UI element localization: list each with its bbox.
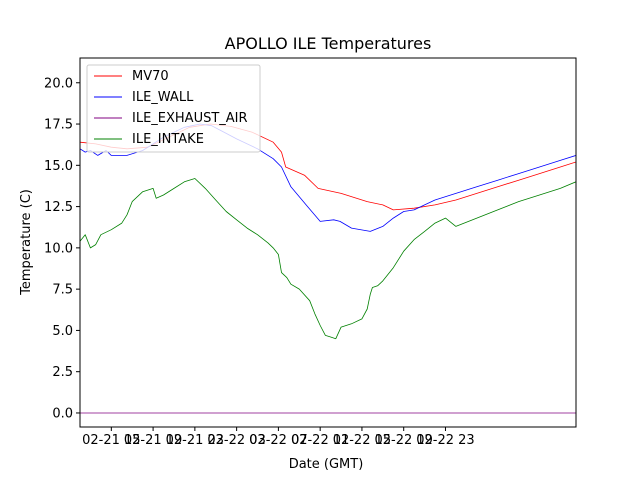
x-tick-label: 02-21 19 [124, 433, 182, 448]
y-tick-label: 17.5 [44, 118, 73, 133]
y-tick-label: 5.0 [52, 324, 73, 339]
plot-frame [79, 57, 577, 428]
legend-label-mv70: MV70 [132, 69, 169, 84]
chart-title: APOLLO ILE Temperatures [225, 34, 432, 53]
x-tick-label: 02-21 15 [82, 433, 140, 448]
series-line-ile-intake [80, 178, 576, 340]
y-tick-label: 7.5 [52, 283, 73, 298]
y-tick-label: 15.0 [44, 159, 73, 174]
y-axis-title: Temperature (C) [19, 189, 34, 296]
legend-box [86, 64, 261, 153]
legend: MV70 ILE_WALL ILE_EXHAUST_AIR ILE_INTAKE [86, 64, 261, 153]
y-tick-label: 20.0 [44, 76, 73, 91]
x-tick-label: 02-22 07 [249, 433, 307, 448]
x-tick-label: 02-22 19 [374, 433, 432, 448]
legend-label-ile-wall: ILE_WALL [132, 90, 194, 105]
series-line-ile-wall [80, 123, 576, 232]
y-tick-label: 0.0 [52, 406, 73, 421]
x-axis-title: Date (GMT) [289, 457, 364, 472]
x-tick-label: 02-22 11 [291, 433, 349, 448]
x-tick-label: 02-21 23 [166, 433, 224, 448]
y-axis-ticks: 0.0 2.5 5.0 7.5 10.0 12.5 15.0 17.5 20.0 [44, 76, 80, 421]
x-tick-label: 02-22 15 [333, 433, 391, 448]
y-tick-label: 10.0 [44, 241, 73, 256]
x-tick-label: 02-22 23 [416, 433, 474, 448]
x-tick-label: 02-22 03 [207, 433, 265, 448]
y-tick-label: 12.5 [44, 200, 73, 215]
y-tick-label: 2.5 [52, 365, 73, 380]
legend-label-ile-exhaust-air: ILE_EXHAUST_AIR [132, 111, 248, 126]
legend-label-ile-intake: ILE_INTAKE [132, 132, 204, 147]
